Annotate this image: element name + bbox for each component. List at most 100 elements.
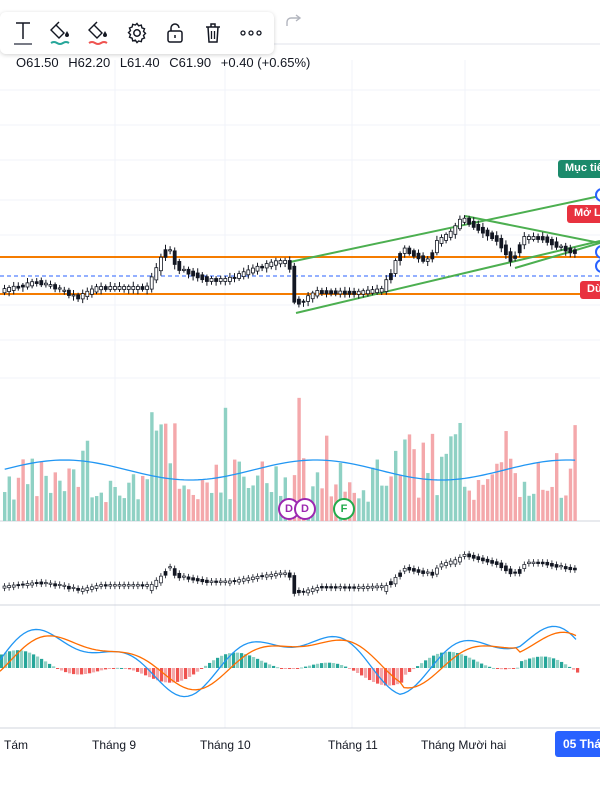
indicator-candle-body <box>177 572 182 579</box>
indicator-candle-body <box>536 561 540 564</box>
financials-event-marker[interactable]: F <box>333 498 355 520</box>
indicator-candle-body <box>228 580 232 584</box>
macd-histogram-bar <box>180 668 184 681</box>
volume-bar <box>118 495 122 521</box>
price-candle-body <box>273 260 278 266</box>
price-candle-body <box>324 290 329 295</box>
axis-marker <box>595 245 600 259</box>
text-tool-icon <box>14 22 32 45</box>
indicator-candle-body <box>200 578 205 583</box>
price-candle-body <box>241 271 246 278</box>
macd-histogram-bar <box>408 668 412 672</box>
more-icon <box>240 30 262 36</box>
indicator-candle-body <box>402 568 407 572</box>
price-candle-body <box>361 290 366 295</box>
indicator-candles <box>2 550 577 597</box>
more-button[interactable] <box>232 14 270 52</box>
indicator-candle-body <box>444 562 448 566</box>
price-candle-body <box>347 290 352 295</box>
indicator-candle-body <box>80 588 85 592</box>
macd-histogram-bar <box>96 668 100 672</box>
volume-bar <box>449 436 453 521</box>
settings-gear-icon <box>127 22 147 44</box>
volume-bar <box>532 493 536 521</box>
volume-bar <box>559 497 563 521</box>
volume-bar <box>16 477 21 521</box>
text-tool-button[interactable] <box>4 14 42 52</box>
macd-histogram-bar <box>480 663 484 668</box>
price-candle-body <box>301 300 306 303</box>
target-price-tag[interactable]: Mục tiêu <box>558 160 600 178</box>
indicator-candle-body <box>347 586 352 589</box>
macd-histogram-bar <box>220 655 224 668</box>
volume-bar <box>145 479 149 521</box>
indicator-candle-body <box>448 560 453 565</box>
price-candle-body <box>16 285 21 289</box>
volume-bar <box>426 473 430 521</box>
price-candle-body <box>99 286 103 291</box>
price-candle-body <box>370 289 375 294</box>
close-value: C61.90 <box>169 55 212 70</box>
indicator-candle-body <box>85 587 90 591</box>
macd-histogram-bar <box>528 658 532 668</box>
macd-histogram-bar <box>8 651 12 668</box>
macd-histogram-bar <box>552 658 556 668</box>
price-candle-body <box>536 236 540 240</box>
settings-button[interactable] <box>118 14 156 52</box>
indicator-candle-body <box>264 574 269 578</box>
price-candle-body <box>379 288 384 293</box>
indicator-candle-body <box>375 585 379 589</box>
volume-bar <box>228 499 232 521</box>
price-candle-body <box>227 276 232 282</box>
macd-histogram-bar <box>252 657 256 668</box>
redo-button[interactable] <box>285 14 303 33</box>
stop-price-tag[interactable]: Dừng <box>580 281 600 299</box>
macd-histogram-bar <box>280 668 284 669</box>
volume-bar <box>256 475 260 521</box>
indicator-candle-body <box>412 568 416 572</box>
macd-histogram-bar <box>336 663 340 668</box>
indicator-candle-body <box>172 568 177 576</box>
macd-histogram-bar <box>412 668 416 670</box>
indicator-candle-body <box>241 578 246 582</box>
volume-bar <box>164 423 168 521</box>
indicator-candle-body <box>232 580 237 583</box>
open-value: O61.50 <box>16 55 59 70</box>
price-candle-body <box>113 286 117 290</box>
macd-histogram-bar <box>324 662 328 668</box>
volume-bar <box>113 486 117 521</box>
volume-bar <box>265 483 269 521</box>
line-color-button[interactable] <box>80 14 118 52</box>
volume-bar <box>292 475 297 521</box>
volume-bar <box>320 488 324 521</box>
price-candle-body <box>53 284 57 290</box>
price-candle-body <box>522 236 527 246</box>
volume-bar <box>191 494 195 521</box>
volume-bar <box>223 407 228 521</box>
price-candle-body <box>168 249 173 252</box>
dividend-event-marker[interactable]: D <box>294 498 316 520</box>
delete-button[interactable] <box>194 14 232 52</box>
macd-histogram-bar <box>184 668 188 680</box>
indicator-candle-body <box>48 582 53 585</box>
indicator-candle-body <box>329 586 333 589</box>
volume-bar <box>246 487 251 521</box>
indicator-candle-body <box>559 565 563 568</box>
price-candle-body <box>306 295 311 302</box>
macd-histogram-bar <box>168 668 172 683</box>
macd-histogram-bar <box>80 668 84 675</box>
fill-color-button[interactable] <box>42 14 80 52</box>
volume-bar <box>472 499 476 521</box>
indicator-candle-body <box>458 556 462 563</box>
lock-button[interactable] <box>156 14 194 52</box>
price-candle-body <box>67 289 71 296</box>
indicator-candle-body <box>306 589 310 594</box>
indicator-candle-body <box>301 590 306 593</box>
indicator-candle-body <box>76 587 80 591</box>
volume-bar <box>44 475 48 521</box>
macd-histogram-bar <box>532 657 536 668</box>
entry-price-tag[interactable]: Mở Lệnh <box>567 205 600 223</box>
macd-histogram-bar <box>368 668 372 681</box>
macd-histogram-bar <box>192 668 196 675</box>
